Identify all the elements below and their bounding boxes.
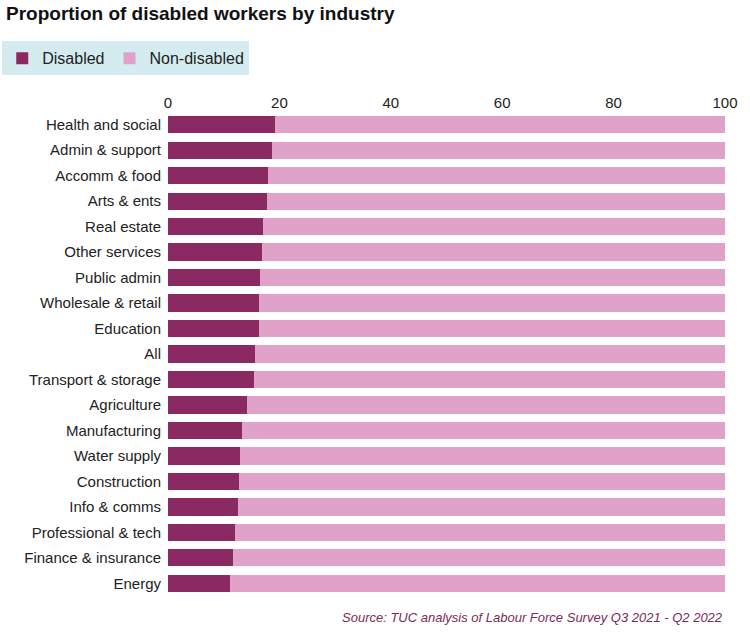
svg-text:40: 40 bbox=[382, 94, 399, 111]
svg-text:Non-disabled: Non-disabled bbox=[150, 50, 244, 67]
svg-text:Disabled: Disabled bbox=[42, 50, 104, 67]
svg-text:Energy: Energy bbox=[113, 575, 161, 592]
svg-text:Water supply: Water supply bbox=[74, 447, 161, 464]
svg-text:Real estate: Real estate bbox=[85, 218, 161, 235]
svg-text:Transport & storage: Transport & storage bbox=[29, 371, 161, 388]
svg-text:Proportion of disabled workers: Proportion of disabled workers by indust… bbox=[6, 3, 395, 24]
svg-text:Arts & ents: Arts & ents bbox=[88, 192, 161, 209]
svg-text:80: 80 bbox=[605, 94, 622, 111]
svg-text:Admin & support: Admin & support bbox=[50, 141, 162, 158]
svg-text:Education: Education bbox=[94, 320, 161, 337]
svg-text:Source: TUC analysis of Labour: Source: TUC analysis of Labour Force Sur… bbox=[342, 610, 723, 625]
svg-text:0: 0 bbox=[164, 94, 172, 111]
svg-text:60: 60 bbox=[494, 94, 511, 111]
svg-text:100: 100 bbox=[712, 94, 737, 111]
svg-text:Finance & insurance: Finance & insurance bbox=[24, 549, 161, 566]
svg-text:Wholesale & retail: Wholesale & retail bbox=[40, 294, 161, 311]
svg-text:Public admin: Public admin bbox=[75, 269, 161, 286]
svg-text:Other services: Other services bbox=[64, 243, 161, 260]
svg-text:Info & comms: Info & comms bbox=[69, 498, 161, 515]
svg-text:Health and social: Health and social bbox=[46, 116, 161, 133]
svg-text:Professional & tech: Professional & tech bbox=[32, 524, 161, 541]
svg-text:Manufacturing: Manufacturing bbox=[66, 422, 161, 439]
svg-text:Construction: Construction bbox=[77, 473, 161, 490]
svg-text:Agriculture: Agriculture bbox=[89, 396, 161, 413]
svg-text:20: 20 bbox=[271, 94, 288, 111]
svg-text:All: All bbox=[144, 345, 161, 362]
svg-text:Accomm & food: Accomm & food bbox=[55, 167, 161, 184]
